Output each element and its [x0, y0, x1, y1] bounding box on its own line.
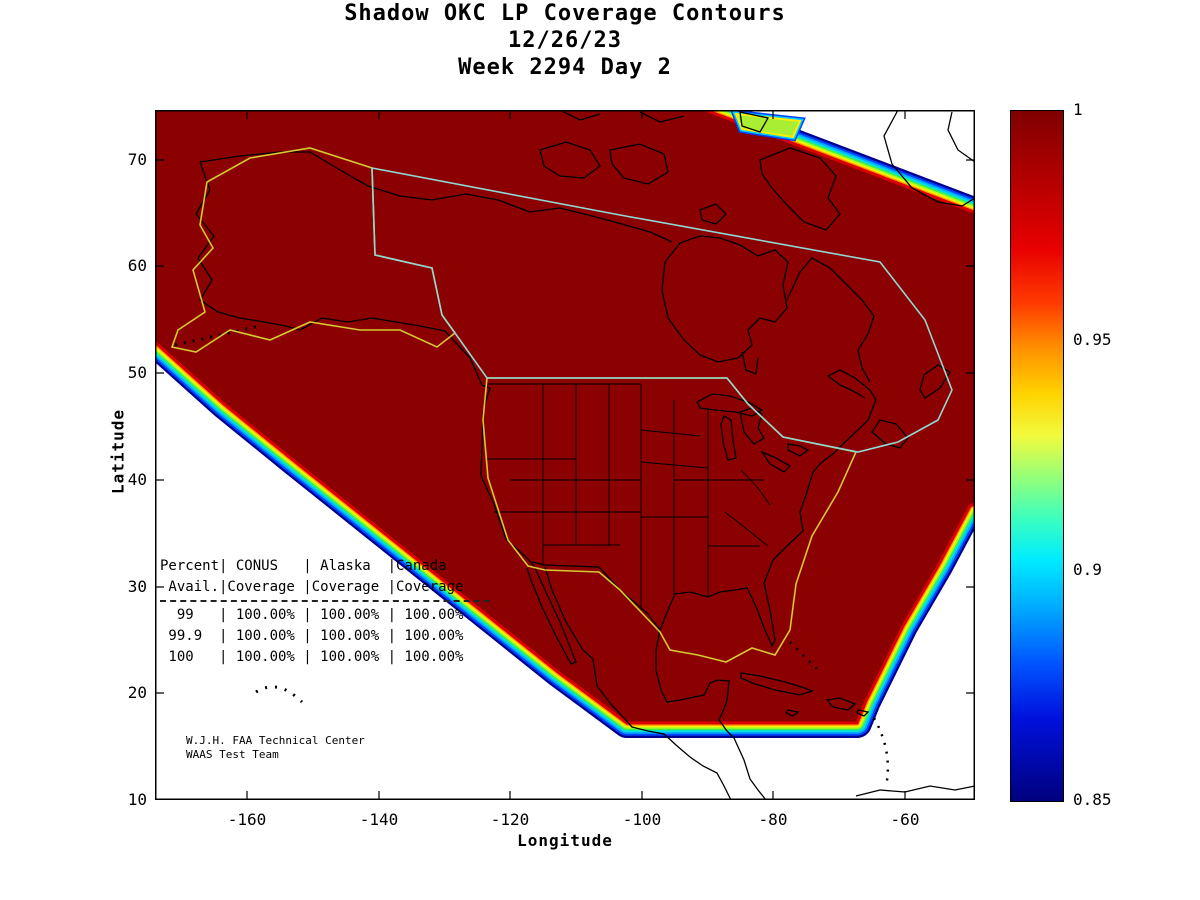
x-tick-label: -160: [227, 810, 267, 829]
axes-frame-and-ticks: [155, 110, 975, 800]
coastlines: [174, 110, 975, 800]
caribbean-islands: [740, 672, 975, 797]
x-tick-label: -60: [890, 810, 920, 829]
coastline-gulf-atlantic: [659, 419, 869, 648]
colorbar-tick-label: 1: [1073, 100, 1083, 119]
table-dashed-separator: [160, 600, 490, 602]
hudson-bay: [661, 235, 789, 375]
colorbar-tick-label: 0.9: [1073, 560, 1102, 579]
table-row-99: 99 | 100.00% | 100.00% | 100.00%: [160, 607, 464, 623]
us-state-borders: [487, 383, 771, 610]
y-tick-label: 70: [127, 150, 147, 169]
coastline-maritimes-newfoundland: [826, 364, 951, 449]
x-tick-marks: [246, 110, 906, 800]
y-tick-label: 60: [127, 256, 147, 275]
coastline-mexico-gulf-central-america: [655, 629, 767, 800]
x-tick-label: -140: [359, 810, 399, 829]
y-tick-label: 20: [127, 683, 147, 702]
canada-service-volume-outline: [371, 167, 953, 453]
title-line-1: Shadow OKC LP Coverage Contours: [344, 1, 786, 26]
y-tick-label: 10: [127, 790, 147, 809]
alaska-coast: [195, 151, 446, 332]
y-tick-label: 30: [127, 577, 147, 596]
arctic-coast: [309, 151, 875, 383]
credit-line-1: W.J.H. FAA Technical Center: [186, 734, 365, 747]
coverage-map-plot: [155, 110, 975, 800]
y-tick-label: 40: [127, 470, 147, 489]
title-line-2: 12/26/23: [508, 28, 622, 53]
colorbar-tick-label: 0.85: [1073, 790, 1112, 809]
colorbar: [1010, 110, 1064, 802]
x-tick-label: -100: [622, 810, 662, 829]
availability-table: Percent| CONUS | Alaska |Canada Avail.|C…: [160, 556, 490, 668]
table-header-line-2: Avail.|Coverage |Coverage |Coverage: [160, 579, 464, 595]
credit-block: W.J.H. FAA Technical Center WAAS Test Te…: [186, 734, 365, 762]
table-row-99-9: 99.9 | 100.00% | 100.00% | 100.00%: [160, 628, 464, 644]
table-row-100: 100 | 100.00% | 100.00% | 100.00%: [160, 649, 464, 665]
hawaii-islands-chain: [255, 685, 304, 704]
title-line-3: Week 2294 Day 2: [458, 55, 672, 80]
x-axis-label: Longitude: [517, 831, 613, 850]
colorbar-tick-label: 0.95: [1073, 330, 1112, 349]
credit-line-2: WAAS Test Team: [186, 748, 279, 761]
aleutian-islands-chain: [174, 324, 261, 347]
x-tick-label: -80: [758, 810, 788, 829]
plot-title: Shadow OKC LP Coverage Contours 12/26/23…: [265, 0, 865, 81]
arctic-islands: [539, 110, 841, 231]
y-axis-label: Latitude: [108, 408, 128, 495]
table-header-line-1: Percent| CONUS | Alaska |Canada: [160, 558, 447, 574]
greenland-coast: [883, 110, 975, 207]
plot-frame: [155, 110, 975, 800]
y-tick-marks: [155, 159, 975, 694]
y-tick-label: 50: [127, 363, 147, 382]
x-tick-label: -120: [490, 810, 530, 829]
lesser-antilles-chain: [872, 717, 890, 787]
